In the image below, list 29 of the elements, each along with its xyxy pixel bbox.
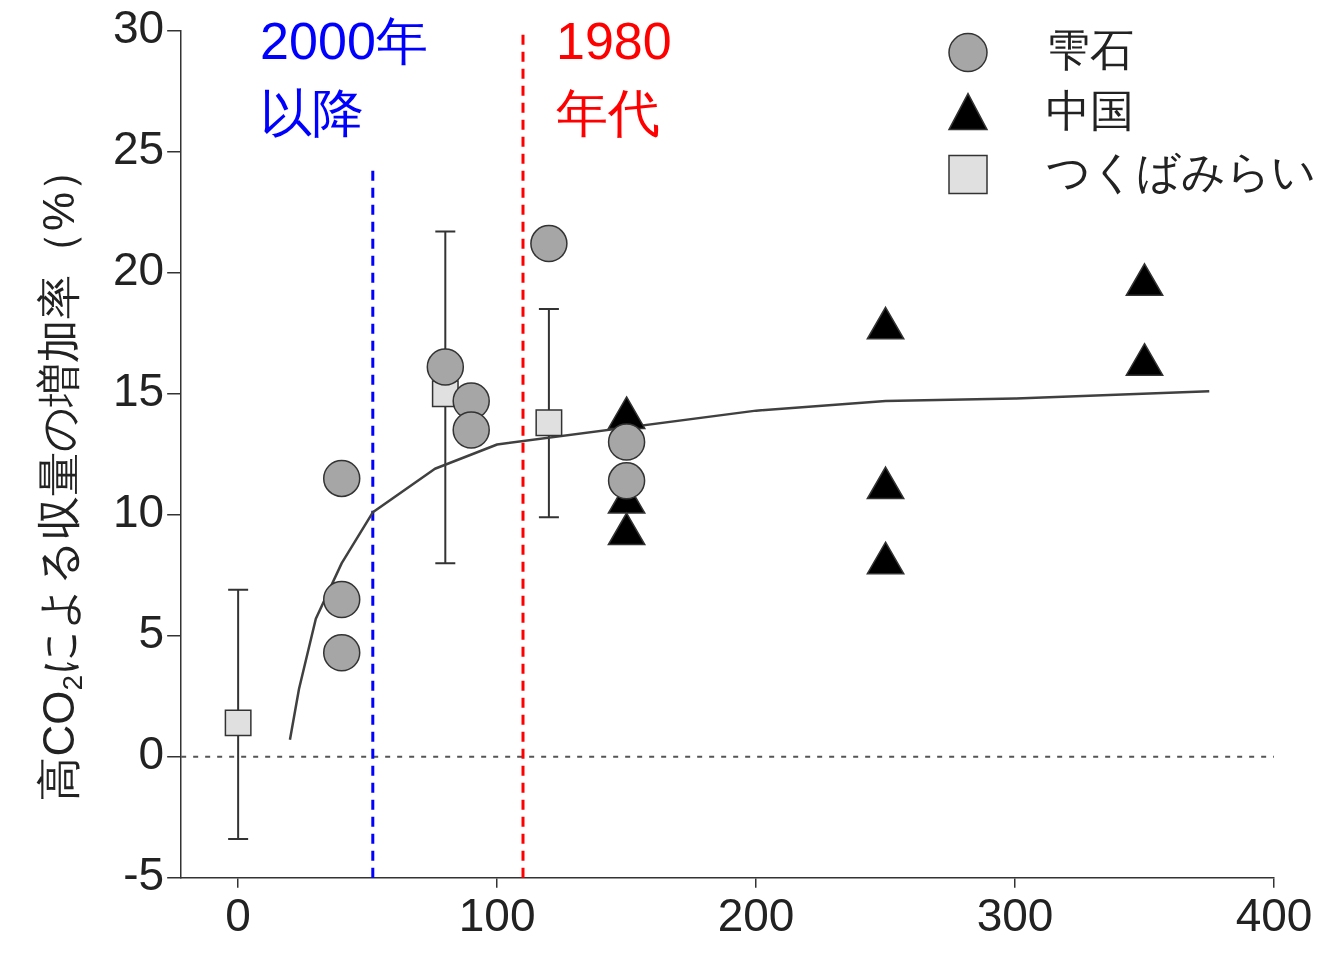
point xyxy=(607,462,646,500)
y-tick-label: 5 xyxy=(138,606,165,659)
point xyxy=(426,348,465,386)
y-tick-label: 0 xyxy=(138,727,165,780)
x-tick-label: 200 xyxy=(717,889,795,942)
y-tick-label: 20 xyxy=(112,243,165,296)
y-tick-label: 15 xyxy=(112,364,165,417)
y-axis-title: 高CO2による収量の増加率（%） xyxy=(34,147,88,801)
legend-label: 雫石 xyxy=(1046,24,1134,74)
point xyxy=(322,580,361,619)
point xyxy=(322,633,361,672)
point xyxy=(530,224,568,263)
ref-line-label: 1980年代 xyxy=(556,11,672,142)
legend-label: 中国 xyxy=(1046,85,1134,135)
point xyxy=(452,411,490,449)
y-tick-label: 25 xyxy=(112,122,165,175)
point xyxy=(224,709,252,737)
legend-label: つくばみらい xyxy=(1046,146,1316,196)
x-tick-label: 100 xyxy=(458,889,536,942)
ref-line-label: 2000年以降 xyxy=(260,11,428,142)
y-tick-label: 30 xyxy=(112,1,165,54)
x-tick-label: 0 xyxy=(225,889,251,942)
point xyxy=(535,409,563,437)
y-tick-label: 10 xyxy=(112,485,165,538)
y-tick-label: -5 xyxy=(123,848,165,901)
x-tick-label: 300 xyxy=(976,889,1054,942)
point xyxy=(607,423,646,461)
x-tick-label: 400 xyxy=(1235,889,1313,942)
point xyxy=(322,459,361,498)
